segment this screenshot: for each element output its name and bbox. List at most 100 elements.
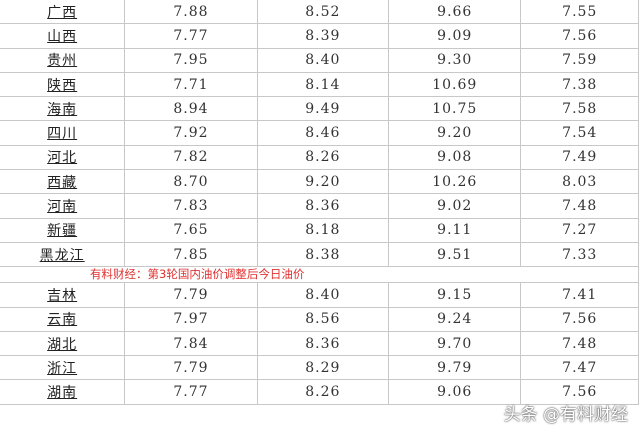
price-cell: 7.65: [124, 217, 258, 243]
table-row: 河南 7.83 8.36 9.02 7.48: [0, 193, 639, 219]
province-link[interactable]: 云南: [0, 306, 126, 332]
price-cell: 9.02: [388, 193, 522, 219]
table-row: 吉林 7.79 8.40 9.15 7.41: [0, 282, 639, 308]
caption-overlay: 有料财经：第3轮国内油价调整后今日油价: [0, 266, 639, 284]
table-row: 湖北 7.84 8.36 9.70 7.48: [0, 330, 639, 357]
province-link[interactable]: 黑龙江: [0, 241, 126, 268]
province-link[interactable]: 海南: [0, 96, 126, 122]
province-link[interactable]: 广西: [0, 0, 126, 25]
caption-row: 有料财经：第3轮国内油价调整后今日油价: [0, 266, 639, 284]
price-cell: 9.06: [388, 379, 522, 405]
price-cell: 7.41: [520, 282, 639, 308]
table-row: 海南 8.94 9.49 10.75 7.58: [0, 96, 639, 122]
price-cell: 7.48: [520, 330, 639, 357]
price-cell: 8.29: [256, 355, 390, 381]
price-cell: 7.71: [124, 71, 258, 98]
price-cell: 8.38: [256, 241, 390, 268]
price-cell: 9.20: [388, 120, 522, 146]
price-cell: 7.55: [520, 0, 639, 25]
province-link[interactable]: 吉林: [0, 282, 126, 308]
price-cell: 7.84: [124, 330, 258, 357]
price-cell: 7.58: [520, 96, 639, 122]
province-link[interactable]: 河南: [0, 193, 126, 219]
price-cell: 7.77: [124, 379, 258, 405]
table-row: 云南 7.97 8.56 9.24 7.56: [0, 306, 639, 332]
province-link[interactable]: 河北: [0, 144, 126, 171]
price-cell: 8.36: [256, 193, 390, 219]
table-row: 贵州 7.95 8.40 9.30 7.59: [0, 47, 639, 73]
price-cell: 8.26: [256, 379, 390, 405]
price-cell: 8.56: [256, 306, 390, 332]
price-cell: 7.85: [124, 241, 258, 268]
price-cell: 8.14: [256, 71, 390, 98]
price-cell: 8.36: [256, 330, 390, 357]
price-cell: 9.09: [388, 23, 522, 49]
price-cell: 9.49: [256, 96, 390, 122]
price-cell: 9.15: [388, 282, 522, 308]
price-cell: 7.79: [124, 282, 258, 308]
price-cell: 8.40: [256, 282, 390, 308]
price-cell: 7.59: [520, 47, 639, 73]
province-link[interactable]: 浙江: [0, 355, 126, 381]
table-row: 陕西 7.71 8.14 10.69 7.38: [0, 71, 639, 98]
price-cell: 9.70: [388, 330, 522, 357]
price-cell: 8.46: [256, 120, 390, 146]
province-link[interactable]: 四川: [0, 120, 126, 146]
table-row: 广西 7.88 8.52 9.66 7.55: [0, 0, 639, 25]
price-cell: 9.79: [388, 355, 522, 381]
oil-price-table: 广西 7.88 8.52 9.66 7.55 山西 7.77 8.39 9.09 7.56 贵州 7.…: [0, 0, 639, 405]
price-cell: 7.38: [520, 71, 639, 98]
province-link[interactable]: 贵州: [0, 47, 126, 73]
price-cell: 7.79: [124, 355, 258, 381]
price-cell: 8.26: [256, 144, 390, 171]
province-link[interactable]: 湖北: [0, 330, 126, 357]
price-cell: 7.82: [124, 144, 258, 171]
table-row: 湖南 7.77 8.26 9.06 7.56: [0, 379, 639, 405]
price-cell: 8.40: [256, 47, 390, 73]
price-cell: 7.92: [124, 120, 258, 146]
table-row: 四川 7.92 8.46 9.20 7.54: [0, 120, 639, 146]
price-cell: 7.88: [124, 0, 258, 25]
table-row: 浙江 7.79 8.29 9.79 7.47: [0, 355, 639, 381]
price-cell: 8.39: [256, 23, 390, 49]
price-cell: 9.20: [256, 169, 390, 195]
price-cell: 10.69: [388, 71, 522, 98]
price-cell: 7.56: [520, 306, 639, 332]
price-cell: 9.30: [388, 47, 522, 73]
table-row: 山西 7.77 8.39 9.09 7.56: [0, 23, 639, 49]
price-cell: 9.11: [388, 217, 522, 243]
price-cell: 7.56: [520, 23, 639, 49]
price-cell: 7.97: [124, 306, 258, 332]
price-cell: 8.94: [124, 96, 258, 122]
price-cell: 9.51: [388, 241, 522, 268]
price-cell: 7.83: [124, 193, 258, 219]
province-link[interactable]: 山西: [0, 23, 126, 49]
price-cell: 10.26: [388, 169, 522, 195]
price-cell: 9.24: [388, 306, 522, 332]
province-link[interactable]: 陕西: [0, 71, 126, 98]
price-cell: 7.48: [520, 193, 639, 219]
table-row: 河北 7.82 8.26 9.08 7.49: [0, 144, 639, 171]
table-row: 新疆 7.65 8.18 9.11 7.27: [0, 217, 639, 243]
price-cell: 7.33: [520, 241, 639, 268]
price-cell: 8.52: [256, 0, 390, 25]
province-link[interactable]: 西藏: [0, 169, 126, 195]
table-row: 西藏 8.70 9.20 10.26 8.03: [0, 169, 639, 195]
price-cell: 9.66: [388, 0, 522, 25]
province-link[interactable]: 新疆: [0, 217, 126, 243]
price-cell: 9.08: [388, 144, 522, 171]
price-cell: 10.75: [388, 96, 522, 122]
price-cell: 7.49: [520, 144, 639, 171]
table-row: 黑龙江 7.85 8.38 9.51 7.33: [0, 241, 639, 268]
price-cell: 8.03: [520, 169, 639, 195]
price-cell: 8.70: [124, 169, 258, 195]
price-cell: 7.56: [520, 379, 639, 405]
price-cell: 8.18: [256, 217, 390, 243]
watermark-logo: 头条 @有料财经: [503, 405, 628, 425]
price-cell: 7.27: [520, 217, 639, 243]
price-cell: 7.54: [520, 120, 639, 146]
price-cell: 7.95: [124, 47, 258, 73]
price-cell: 7.77: [124, 23, 258, 49]
price-cell: 7.47: [520, 355, 639, 381]
province-link[interactable]: 湖南: [0, 379, 126, 405]
